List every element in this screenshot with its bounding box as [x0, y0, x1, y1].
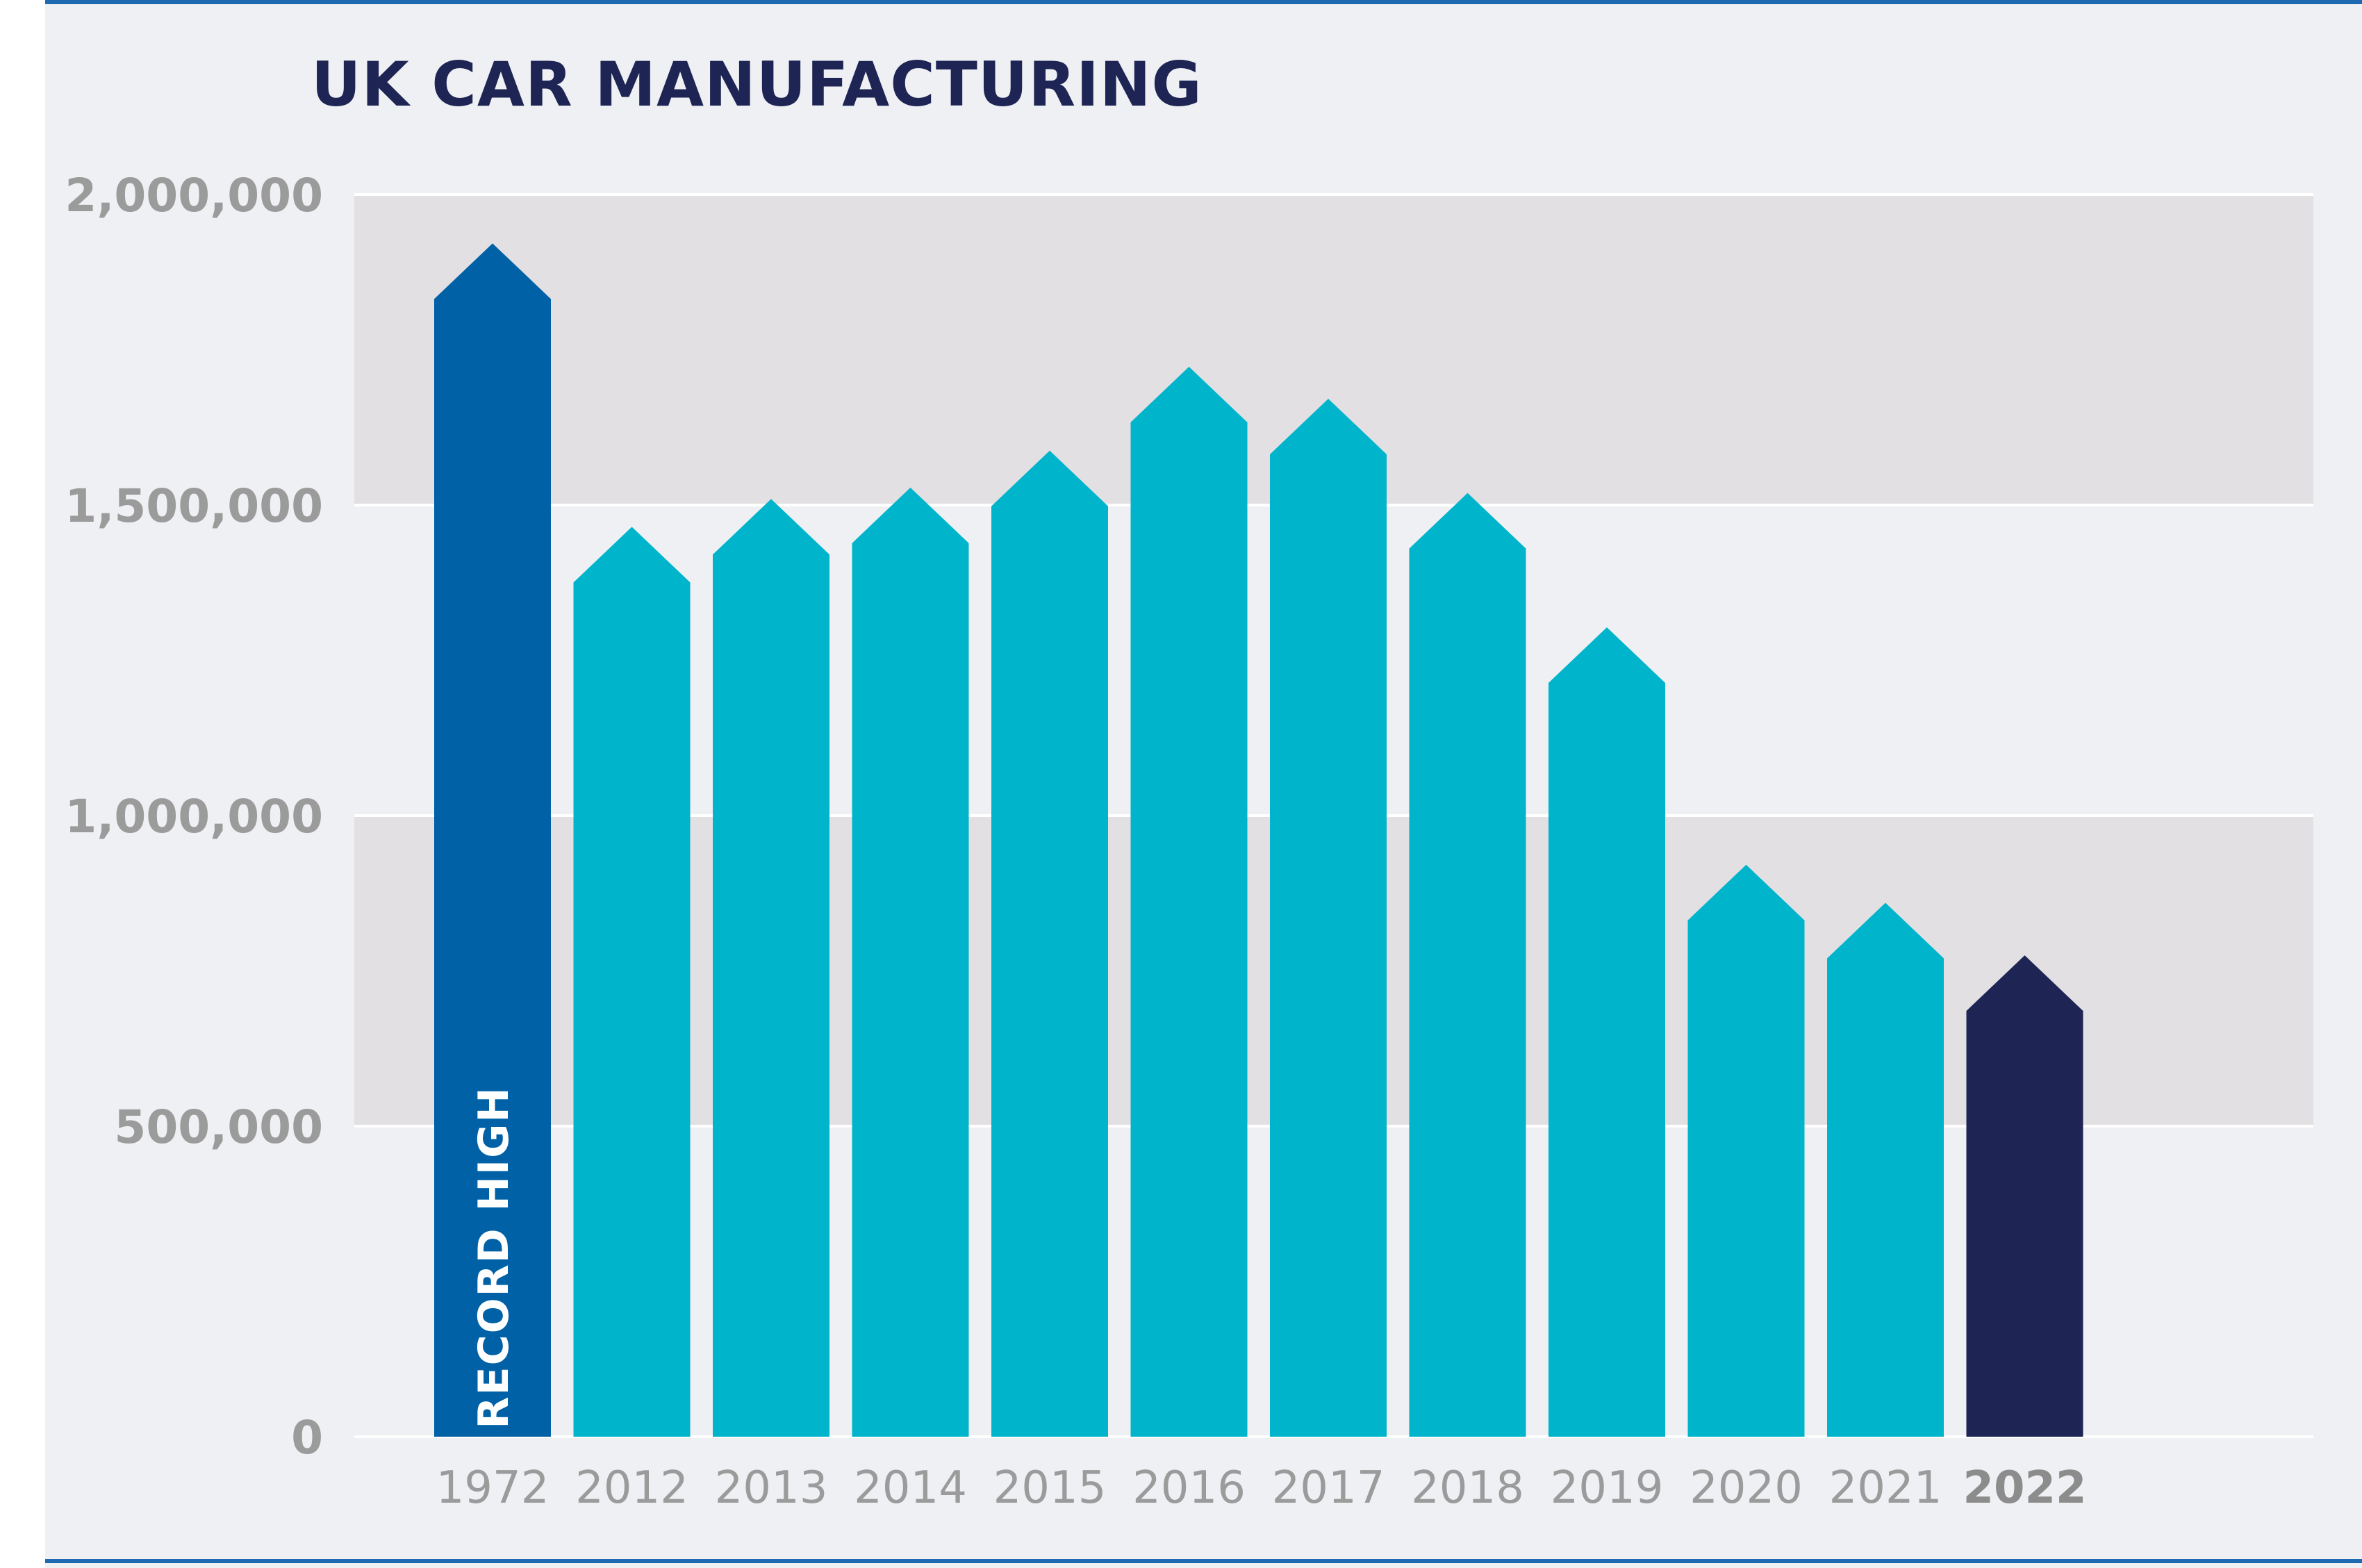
bar-2020 — [1688, 865, 1805, 1437]
bar-2021 — [1827, 903, 1944, 1437]
bar-2013 — [713, 499, 829, 1437]
x-axis-labels: 1972 2012 2013 2014 2015 2016 2017 2018 2019 2020… — [436, 1462, 2087, 1514]
bar-2017 — [1270, 399, 1387, 1437]
x-tick-label-2021: 2021 — [1829, 1462, 1942, 1514]
record-high-annotation: RECORD HIGH — [470, 1086, 518, 1428]
y-tick-label-3: 1,500,000 — [65, 479, 323, 533]
x-tick-label-2013: 2013 — [715, 1462, 828, 1514]
x-tick-label-1972: 1972 — [436, 1462, 550, 1514]
y-tick-label-4: 2,000,000 — [65, 169, 323, 222]
bar-2019 — [1548, 627, 1665, 1437]
y-axis-ticks: 0 500,000 1,000,000 1,500,000 2,000,000 — [65, 169, 323, 1464]
x-tick-label-2014: 2014 — [854, 1462, 967, 1514]
x-tick-label-2017: 2017 — [1272, 1462, 1385, 1514]
bar-2022 — [1967, 955, 2083, 1437]
y-tick-label-2: 1,000,000 — [65, 790, 323, 843]
bar-2018 — [1410, 493, 1526, 1437]
y-tick-label-1: 500,000 — [114, 1100, 323, 1154]
x-tick-label-2016: 2016 — [1132, 1462, 1246, 1514]
y-tick-label-0: 0 — [291, 1411, 323, 1464]
x-tick-label-2020: 2020 — [1690, 1462, 1803, 1514]
x-tick-label-2022: 2022 — [1963, 1462, 2086, 1514]
bar-2014 — [852, 488, 969, 1437]
x-tick-label-2018: 2018 — [1411, 1462, 1524, 1514]
bar-2015 — [991, 451, 1108, 1437]
bar-2012 — [574, 527, 691, 1437]
x-tick-label-2015: 2015 — [993, 1462, 1107, 1514]
bar-2016 — [1131, 367, 1248, 1437]
x-tick-label-2019: 2019 — [1551, 1462, 1664, 1514]
x-tick-label-2012: 2012 — [575, 1462, 688, 1514]
